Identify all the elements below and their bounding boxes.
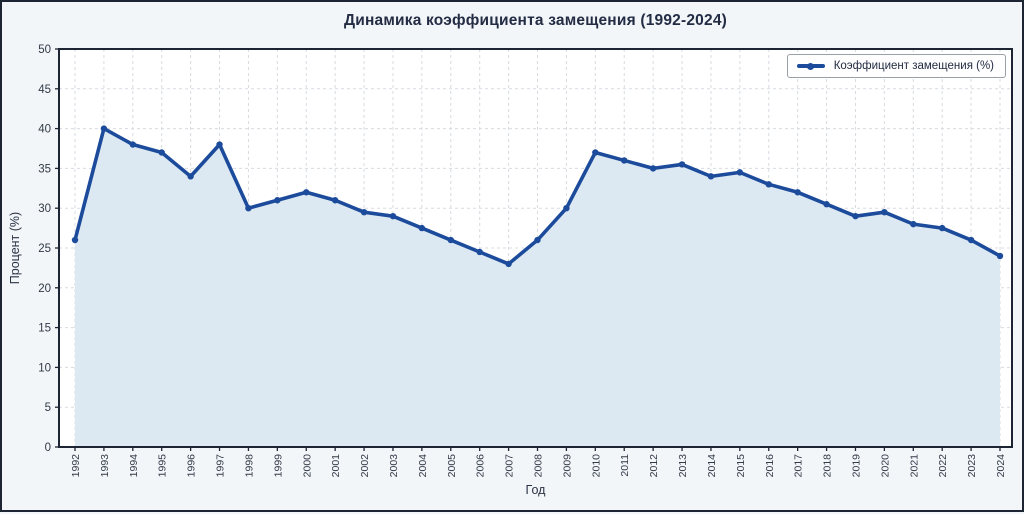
data-point-1999 (274, 197, 281, 204)
data-point-2004 (418, 224, 426, 232)
x-tick-label: 2010 (590, 454, 602, 478)
x-tick-label: 2019 (850, 454, 862, 478)
data-point-2012 (649, 165, 657, 172)
data-point-2014 (707, 173, 715, 180)
data-point-2001 (331, 197, 339, 204)
x-tick-label: 2008 (533, 454, 545, 478)
y-axis-label: Процент (%) (8, 211, 22, 285)
y-tick-label: 5 (45, 402, 51, 414)
x-tick-label: 2009 (561, 454, 573, 478)
x-tick-label: 2003 (388, 454, 400, 478)
legend-line-sample-icon (796, 62, 825, 70)
y-tick-label: 50 (38, 44, 51, 56)
x-tick-label: 1994 (128, 454, 140, 478)
data-point-2011 (621, 157, 628, 164)
x-tick-label: 1996 (186, 454, 198, 478)
x-tick-label: 2007 (504, 454, 516, 478)
data-point-1994 (129, 141, 137, 148)
x-tick-label: 2006 (475, 454, 487, 478)
x-tick-label: 1995 (157, 454, 169, 478)
data-point-1996 (187, 173, 194, 180)
x-tick-label: 2015 (735, 454, 747, 478)
legend-label: Коэффициент замещения (%) (833, 60, 994, 72)
x-tick-label: 2001 (330, 454, 342, 478)
data-point-2023 (967, 236, 975, 244)
x-tick-label: 2005 (446, 454, 458, 478)
data-point-2006 (476, 248, 483, 256)
data-point-2024 (996, 252, 1004, 260)
y-tick-label: 10 (38, 362, 51, 374)
data-point-2013 (678, 161, 686, 168)
x-tick-label: 1998 (243, 454, 255, 478)
y-tick-label: 45 (38, 84, 51, 96)
x-tick-label: 2021 (908, 454, 920, 478)
x-tick-label: 2022 (937, 454, 949, 478)
data-point-2018 (823, 201, 830, 208)
x-tick-label: 2024 (995, 454, 1007, 478)
data-point-2021 (910, 220, 917, 228)
data-point-2010 (592, 149, 599, 156)
data-point-2017 (794, 189, 801, 196)
x-tick-label: 2012 (648, 454, 660, 478)
x-tick-label: 2020 (879, 454, 891, 478)
x-tick-label: 2011 (619, 454, 631, 477)
data-point-1998 (245, 205, 252, 212)
x-tick-label: 2004 (417, 454, 429, 478)
x-tick-label: 1997 (215, 454, 227, 478)
y-tick-label: 0 (45, 442, 51, 454)
data-point-2000 (303, 189, 310, 196)
data-point-2020 (881, 208, 888, 216)
data-point-1995 (158, 149, 165, 156)
data-point-2002 (360, 208, 368, 216)
plot-border (58, 48, 1013, 448)
data-point-2007 (505, 260, 512, 268)
x-tick-label: 1992 (70, 454, 82, 478)
x-tick-label: 1993 (99, 454, 111, 478)
y-tick-label: 15 (38, 323, 51, 335)
data-point-1992 (71, 236, 79, 244)
x-tick-label: 2018 (822, 454, 834, 478)
data-point-2015 (736, 169, 744, 176)
data-point-2019 (852, 212, 859, 220)
x-tick-label: 1999 (272, 454, 284, 478)
y-tick-label: 40 (38, 124, 51, 136)
data-point-2008 (534, 236, 541, 244)
series-area-fill (75, 128, 1000, 446)
data-point-2016 (765, 181, 772, 188)
x-axis-label: Год (525, 483, 546, 497)
x-tick-label: 2016 (764, 454, 776, 478)
data-point-2005 (447, 236, 454, 244)
legend-marker-icon (807, 62, 815, 70)
y-tick-label: 25 (38, 243, 51, 255)
data-point-1993 (100, 125, 108, 132)
data-point-2009 (563, 205, 570, 212)
y-tick-label: 20 (38, 283, 51, 295)
y-tick-label: 35 (38, 163, 51, 175)
x-tick-label: 2017 (793, 454, 805, 478)
x-tick-label: 2000 (301, 454, 313, 478)
x-tick-label: 2013 (677, 454, 689, 478)
data-point-1997 (216, 141, 223, 148)
y-tick-label: 30 (38, 203, 51, 215)
x-tick-label: 2014 (706, 454, 718, 478)
chart-title: Динамика коэффициента замещения (1992-20… (343, 12, 727, 29)
x-tick-label: 2002 (359, 454, 371, 478)
legend: Коэффициент замещения (%) (786, 54, 1006, 78)
data-point-2003 (389, 212, 397, 220)
x-tick-label: 2023 (966, 454, 978, 478)
data-point-2022 (938, 224, 946, 232)
